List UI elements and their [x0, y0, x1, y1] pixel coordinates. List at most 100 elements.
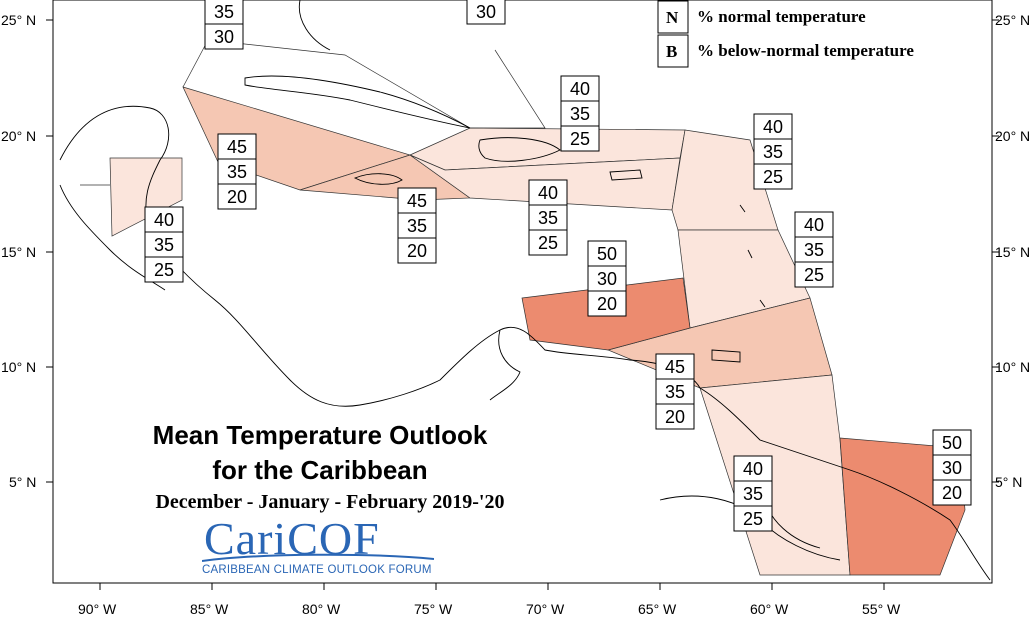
- prob-value: 25: [538, 233, 558, 253]
- lon-label-85w: 85° W: [190, 601, 229, 617]
- lat-label-10n: 10° N: [1, 359, 36, 375]
- prob-cell: [144, 206, 184, 233]
- prob-box-windward-islands: 40 35 25: [794, 211, 834, 288]
- prob-cell: [144, 256, 184, 283]
- prob-value: 30: [214, 27, 234, 47]
- map-title-line1: Mean Temperature Outlook: [152, 420, 488, 450]
- prob-cell: [932, 454, 972, 481]
- prob-value: 40: [743, 459, 763, 479]
- lon-labels: 90° W 85° W 80° W 75° W 70° W 65° W 60° …: [78, 583, 901, 617]
- prob-cell: [655, 378, 695, 405]
- lat-label-5n-right: 5° N: [995, 474, 1022, 490]
- prob-value: 25: [570, 129, 590, 149]
- prob-cell: [932, 479, 972, 506]
- prob-cell: [204, 0, 244, 25]
- prob-value: 35: [154, 235, 174, 255]
- lat-label-25n-right: 25° N: [995, 12, 1030, 28]
- prob-box-hispaniola-puerto-rico: 40 35 25: [528, 179, 568, 256]
- prob-value: 35: [665, 382, 685, 402]
- prob-value: 40: [763, 117, 783, 137]
- map-subtitle: December - January - February 2019-'20: [155, 491, 505, 513]
- prob-cell: [794, 261, 834, 288]
- prob-value: 45: [407, 191, 427, 211]
- prob-value: 45: [227, 137, 247, 157]
- prob-cell: [217, 183, 257, 210]
- prob-value: 30: [597, 269, 617, 289]
- prob-cell: [753, 163, 793, 190]
- prob-cell: [397, 212, 437, 239]
- lon-label-75w: 75° W: [414, 601, 453, 617]
- prob-cell: [217, 133, 257, 160]
- lon-label-65w: 65° W: [638, 601, 677, 617]
- prob-cell: [528, 204, 568, 231]
- prob-value: 40: [154, 210, 174, 230]
- prob-value: 50: [597, 244, 617, 264]
- legend-key-b: B: [666, 42, 677, 61]
- prob-value: 40: [804, 215, 824, 235]
- prob-value: 20: [407, 241, 427, 261]
- prob-value: 45: [665, 357, 685, 377]
- prob-value: 35: [407, 216, 427, 236]
- prob-box-belize: 40 35 25: [144, 206, 184, 283]
- prob-value: 35: [804, 240, 824, 260]
- prob-cell: [733, 455, 773, 482]
- lon-label-80w: 80° W: [302, 601, 341, 617]
- prob-value: 25: [804, 265, 824, 285]
- prob-box-jamaica: 45 35 20: [397, 187, 437, 264]
- prob-cell: [655, 403, 695, 430]
- prob-box-suriname-guiana: 50 30 20: [932, 429, 972, 506]
- prob-cell: [753, 113, 793, 140]
- prob-value: 35: [743, 484, 763, 504]
- prob-value: 25: [763, 167, 783, 187]
- prob-value: 20: [665, 407, 685, 427]
- prob-box-trinidad-tobago: 45 35 20: [655, 353, 695, 430]
- prob-value: 35: [763, 142, 783, 162]
- prob-cell: [794, 211, 834, 238]
- map-title-line2: for the Caribbean: [212, 455, 428, 485]
- prob-cell: [655, 353, 695, 380]
- lon-label-55w: 55° W: [862, 601, 901, 617]
- prob-cell: [932, 429, 972, 456]
- prob-cell: [587, 240, 627, 267]
- prob-cell: [560, 75, 600, 102]
- prob-cell: [528, 229, 568, 256]
- prob-box-bahamas-north: 353530: [204, 0, 244, 50]
- prob-value: 35: [214, 2, 234, 22]
- prob-cell: [528, 179, 568, 206]
- prob-value: 35: [227, 162, 247, 182]
- prob-value: 25: [743, 509, 763, 529]
- legend-label-n: % normal temperature: [697, 7, 866, 26]
- prob-value: 20: [227, 187, 247, 207]
- logo-wordmark: CariCOF: [204, 513, 380, 564]
- prob-box-greater-antilles-north: 40 35 25: [560, 75, 600, 152]
- legend-key-n: N: [666, 8, 679, 27]
- lat-label-10n-right: 10° N: [995, 359, 1030, 375]
- lat-label-25n: 25° N: [1, 12, 36, 28]
- prob-value: 35: [570, 104, 590, 124]
- prob-cell: [466, 0, 506, 25]
- prob-cell: [144, 231, 184, 258]
- prob-value: 35: [538, 208, 558, 228]
- prob-cell: [587, 265, 627, 292]
- prob-cell: [204, 23, 244, 50]
- prob-value: 50: [942, 433, 962, 453]
- prob-cell: [397, 237, 437, 264]
- prob-box-cayman-cuba-south: 45 35 20: [217, 133, 257, 210]
- prob-value: 20: [942, 483, 962, 503]
- lat-label-15n-right: 15° N: [995, 244, 1030, 260]
- lon-label-70w: 70° W: [526, 601, 565, 617]
- prob-box-guyana: 40 35 25: [733, 455, 773, 532]
- caricof-logo: CariCOF CARIBBEAN CLIMATE OUTLOOK FORUM: [200, 513, 436, 579]
- prob-value: 40: [570, 79, 590, 99]
- prob-value: 20: [597, 294, 617, 314]
- lon-label-60w: 60° W: [750, 601, 789, 617]
- prob-value: 40: [538, 183, 558, 203]
- prob-value: 30: [942, 458, 962, 478]
- lat-label-15n: 15° N: [1, 244, 36, 260]
- legend-label-b: % below-normal temperature: [697, 41, 914, 60]
- prob-box-abc-islands: 50 30 20: [587, 240, 627, 317]
- lon-label-90w: 90° W: [78, 601, 117, 617]
- legend: N B % normal temperature % below-normal …: [657, 0, 914, 68]
